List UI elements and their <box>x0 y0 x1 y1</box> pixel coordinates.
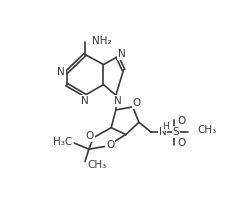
Text: O: O <box>132 98 140 108</box>
Text: CH₃: CH₃ <box>87 160 106 170</box>
Text: N: N <box>114 96 122 106</box>
Text: S: S <box>172 127 178 137</box>
Text: N: N <box>57 67 65 77</box>
Text: NH₂: NH₂ <box>91 37 111 47</box>
Text: O: O <box>176 138 185 148</box>
Text: H₃C: H₃C <box>52 137 72 147</box>
Text: N: N <box>158 126 166 136</box>
Text: H: H <box>161 122 168 131</box>
Text: O: O <box>85 131 93 141</box>
Text: N: N <box>81 96 88 106</box>
Text: N: N <box>118 49 125 59</box>
Text: CH₃: CH₃ <box>197 125 216 135</box>
Text: O: O <box>176 116 185 126</box>
Text: O: O <box>106 140 114 150</box>
